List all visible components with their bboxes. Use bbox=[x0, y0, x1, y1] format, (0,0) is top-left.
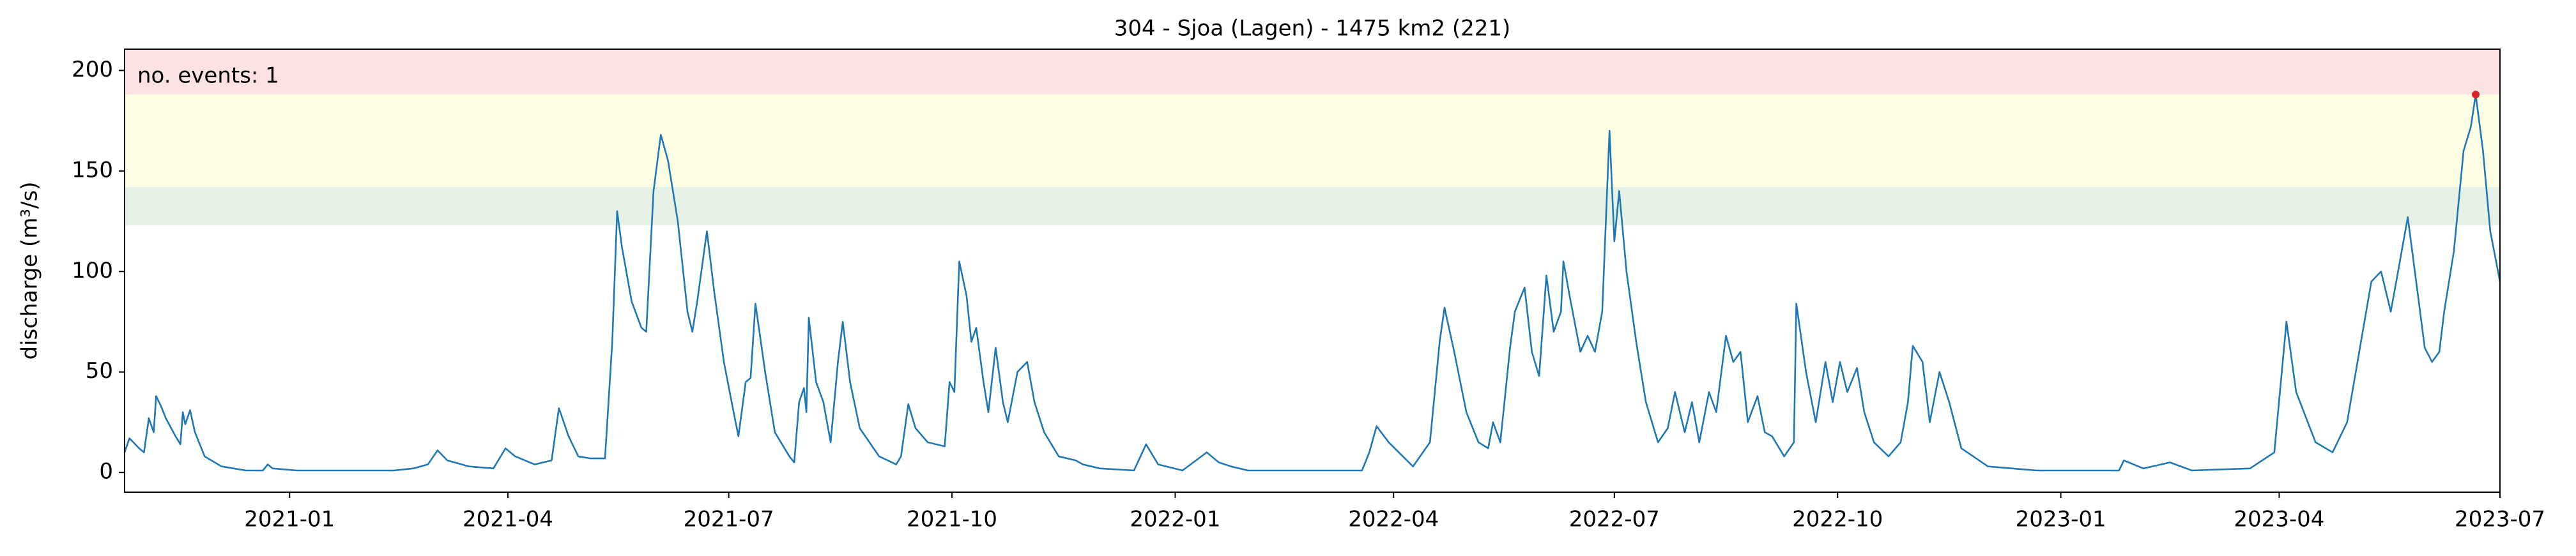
threshold-band bbox=[125, 187, 2500, 225]
y-tick-label: 50 bbox=[86, 358, 113, 384]
discharge-line bbox=[123, 93, 2501, 472]
y-tick-label: 150 bbox=[72, 157, 113, 183]
threshold-band bbox=[125, 94, 2500, 188]
y-tick-label: 0 bbox=[99, 459, 113, 485]
x-tick-label: 2022-07 bbox=[1569, 507, 1660, 532]
x-tick-label: 2022-04 bbox=[1348, 507, 1439, 532]
y-tick-label: 100 bbox=[72, 258, 113, 283]
x-tick-label: 2023-01 bbox=[2016, 507, 2106, 532]
x-tick-label: 2022-01 bbox=[1130, 507, 1220, 532]
x-tick-label: 2023-07 bbox=[2455, 507, 2545, 532]
x-tick-label: 2023-04 bbox=[2234, 507, 2324, 532]
annotation: no. events: 1 bbox=[137, 63, 279, 89]
x-tick-label: 2021-04 bbox=[463, 507, 553, 532]
event-marker bbox=[2472, 91, 2480, 99]
y-tick-label: 200 bbox=[72, 57, 113, 82]
x-tick-label: 2021-01 bbox=[244, 507, 335, 532]
x-tick-label: 2021-07 bbox=[684, 507, 774, 532]
threshold-band bbox=[125, 49, 2500, 95]
x-tick-label: 2021-10 bbox=[907, 507, 997, 532]
x-tick-label: 2022-10 bbox=[1792, 507, 1883, 532]
chart-title: 304 - Sjoa (Lagen) - 1475 km2 (221) bbox=[1114, 16, 1511, 41]
plot-frame bbox=[124, 49, 2501, 493]
y-axis-label: discharge (m³/s) bbox=[17, 182, 43, 360]
